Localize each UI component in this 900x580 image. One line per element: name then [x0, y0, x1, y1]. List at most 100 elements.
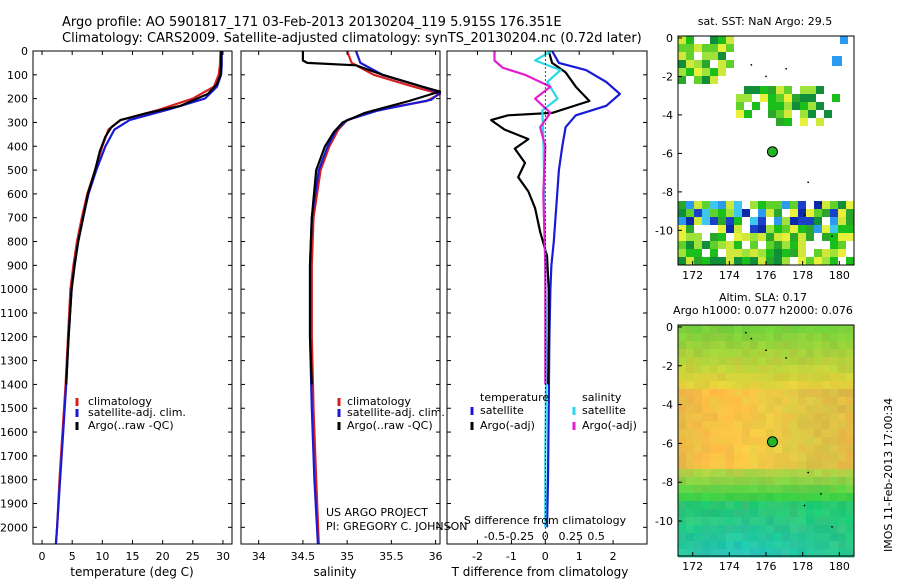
sst-cell — [678, 60, 686, 68]
sst-cell — [782, 257, 790, 265]
depth-tick-label: 1300 — [0, 355, 28, 368]
sla-cell — [806, 453, 815, 462]
sla-cell — [742, 437, 751, 446]
sla-cell — [718, 509, 727, 518]
sst-cell — [814, 209, 822, 217]
sla-cell — [718, 421, 727, 430]
imos-timestamp-label: IMOS 11-Feb-2013 17:00:34 — [882, 398, 895, 552]
sst-cell — [806, 233, 814, 241]
sla-cell — [774, 381, 783, 390]
sst-cell — [766, 201, 774, 209]
sst-cell — [726, 241, 734, 249]
sla-cell — [742, 341, 751, 350]
sla-cell — [726, 397, 735, 406]
sla-cell — [814, 365, 823, 374]
sst-cell — [678, 241, 686, 249]
sla-cell — [718, 477, 727, 486]
sla-cell — [750, 517, 759, 526]
sla-cell — [822, 349, 831, 358]
sla-cell — [750, 429, 759, 438]
sla-cell — [726, 501, 735, 510]
sst-cell — [768, 110, 776, 118]
sla-cell — [710, 333, 719, 342]
sst-cell — [800, 102, 808, 110]
sst-cell — [822, 233, 830, 241]
sla-cell — [766, 453, 775, 462]
sla-cell — [838, 349, 847, 358]
sla-cell — [830, 373, 839, 382]
legend-label-climatology: climatology — [347, 395, 411, 408]
sla-cell — [806, 357, 815, 366]
sla-cell — [678, 501, 687, 510]
sla-cell — [694, 485, 703, 494]
sst-cell — [782, 217, 790, 225]
sla-cell — [694, 541, 703, 550]
sla-cell — [782, 477, 791, 486]
sst-cell — [694, 209, 702, 217]
sla-cell — [822, 333, 831, 342]
sla-cell — [790, 549, 799, 558]
sla-cell — [814, 333, 823, 342]
sst-cell — [686, 201, 694, 209]
sla-cell — [734, 469, 743, 478]
sla-cell — [846, 445, 855, 454]
map-y-tick-label: 0 — [666, 32, 673, 45]
legend-header-salinity: salinity — [582, 391, 622, 404]
sla-cell — [686, 437, 695, 446]
sla-cell — [782, 397, 791, 406]
sla-cell — [838, 493, 847, 502]
sla-cell — [742, 413, 751, 422]
sla-cell — [766, 381, 775, 390]
sst-cell — [742, 233, 750, 241]
sla-cell — [846, 421, 855, 430]
sst-cell — [822, 201, 830, 209]
sla-cell — [798, 333, 807, 342]
sla-cell — [782, 461, 791, 470]
island-dot — [750, 63, 753, 66]
sla-cell — [822, 373, 831, 382]
sst-cell — [790, 233, 798, 241]
sla-cell — [766, 541, 775, 550]
sla-cell — [790, 533, 799, 542]
sla-cell — [838, 509, 847, 518]
sla-cell — [710, 461, 719, 470]
map-x-tick-label: 180 — [829, 269, 850, 282]
sla-cell — [678, 421, 687, 430]
series-line-satellite-adj-clim- — [308, 50, 442, 545]
sla-cell — [782, 549, 791, 558]
sla-cell — [782, 517, 791, 526]
sst-cell — [766, 249, 774, 257]
sla-cell — [766, 509, 775, 518]
depth-tick-label: 300 — [7, 116, 28, 129]
sst-cell — [814, 217, 822, 225]
sla-cell — [838, 437, 847, 446]
depth-tick-label: 1700 — [0, 450, 28, 463]
sla-cell — [774, 437, 783, 446]
sla-cell — [830, 493, 839, 502]
sla-cell — [678, 485, 687, 494]
sst-cell — [830, 209, 838, 217]
depth-tick-label: 200 — [7, 93, 28, 106]
sla-cell — [710, 413, 719, 422]
sla-cell — [846, 541, 855, 550]
sla-cell — [742, 421, 751, 430]
sla-cell — [726, 493, 735, 502]
sst-cell — [806, 257, 814, 265]
x-tick-label: 0 — [542, 550, 549, 563]
sla-cell — [734, 413, 743, 422]
sst-cell — [678, 76, 686, 84]
sla-cell — [798, 421, 807, 430]
series-line-climatology — [310, 50, 442, 545]
sst-cell — [694, 249, 702, 257]
sla-cell — [702, 381, 711, 390]
sst-cell — [734, 209, 742, 217]
sla-cell — [750, 357, 759, 366]
sla-cell — [830, 509, 839, 518]
sst-cell — [734, 225, 742, 233]
sla-cell — [742, 533, 751, 542]
sla-cell — [790, 485, 799, 494]
sla-cell — [710, 445, 719, 454]
sla-cell — [774, 485, 783, 494]
sst-cell — [710, 233, 718, 241]
sla-cell — [774, 325, 783, 334]
